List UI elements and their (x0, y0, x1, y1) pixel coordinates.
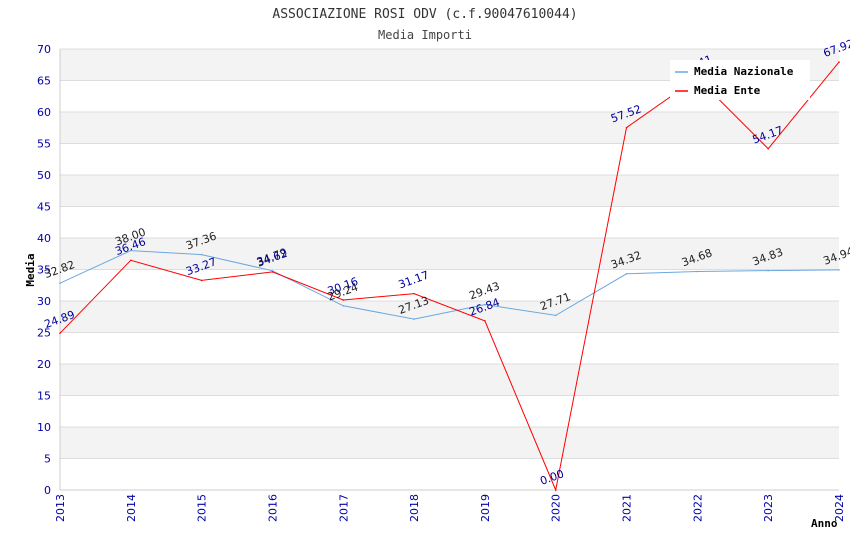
data-point-media-ente (838, 61, 840, 63)
y-tick-label: 70 (37, 43, 51, 56)
data-point-media-nazionale (342, 304, 345, 307)
x-tick-label: 2015 (196, 494, 209, 522)
legend-label-media-nazionale: Media Nazionale (694, 65, 794, 78)
y-tick-label: 60 (37, 106, 51, 119)
y-tick-label: 25 (37, 327, 51, 340)
data-label-media-ente: 0.00 (538, 467, 565, 488)
x-tick-labels: 2013 2014 2015 2016 2017 2018 2019 2020 2021 2022… (54, 494, 846, 522)
data-point-media-ente (200, 279, 203, 282)
grid-lines (60, 48, 839, 491)
y-tick-label: 30 (37, 295, 51, 308)
data-point-media-ente (413, 292, 415, 295)
x-tick-label: 2017 (337, 494, 350, 522)
data-point-media-nazionale (413, 318, 415, 320)
x-tick-label: 2013 (54, 494, 67, 522)
y-tick-label: 65 (37, 75, 51, 88)
data-point-media-nazionale (554, 314, 557, 317)
data-point-media-nazionale (200, 253, 203, 256)
y-tick-label: 50 (37, 169, 51, 182)
y-tick-label: 20 (37, 358, 51, 371)
data-point-media-ente (130, 259, 132, 262)
y-tick-labels: 0 5 10 15 20 25 30 35 40 45 50 55 60 65 70 (37, 43, 51, 497)
y-tick-label: 5 (44, 453, 51, 466)
legend-box (670, 60, 810, 100)
data-point-media-ente (59, 332, 61, 334)
chart-title: ASSOCIAZIONE ROSI ODV (c.f.90047610044) (272, 7, 577, 22)
data-point-media-nazionale (767, 269, 769, 272)
x-tick-label: 2023 (762, 494, 775, 522)
x-tick-label: 2019 (479, 494, 492, 522)
data-point-media-ente (554, 489, 557, 491)
x-tick-label: 2014 (125, 494, 138, 522)
x-tick-label: 2018 (408, 494, 421, 522)
data-point-media-nazionale (484, 303, 486, 306)
x-tick-label: 2022 (691, 494, 704, 522)
data-point-media-nazionale (625, 272, 628, 275)
x-tick-label: 2021 (621, 494, 634, 522)
data-label-media-ente: 31.17 (397, 268, 431, 291)
data-point-media-nazionale (696, 270, 699, 273)
grid-band (60, 301, 839, 333)
data-point-media-nazionale (59, 282, 61, 285)
grid-band (60, 112, 839, 144)
legend: Media Nazionale Media Ente (670, 60, 810, 100)
grid-band (60, 427, 839, 459)
data-point-media-ente (271, 271, 274, 273)
x-tick-label: 2020 (550, 494, 563, 522)
y-tick-label: 40 (37, 232, 51, 245)
grid-band (60, 364, 839, 396)
y-tick-label: 55 (37, 138, 51, 151)
data-point-media-nazionale (130, 249, 132, 252)
x-tick-label: 2024 (833, 494, 846, 522)
x-axis-label: Anno (811, 517, 838, 530)
axes (59, 49, 839, 491)
y-axis-label: Media (24, 253, 37, 286)
y-tick-label: 10 (37, 421, 51, 434)
y-tick-label: 0 (44, 484, 51, 497)
grid-bands (60, 49, 839, 459)
data-point-media-ente (484, 320, 486, 322)
chart-subtitle: Media Importi (378, 28, 472, 42)
data-point-media-ente (767, 147, 769, 150)
grid-band (60, 238, 839, 270)
data-point-media-nazionale (838, 269, 840, 271)
data-point-media-ente (342, 299, 345, 301)
legend-label-media-ente: Media Ente (694, 84, 761, 97)
y-tick-label: 45 (37, 201, 51, 214)
series-line-media-nazionale (59, 250, 840, 320)
y-tick-label: 35 (37, 264, 51, 277)
y-tick-label: 15 (37, 390, 51, 403)
x-tick-label: 2016 (266, 494, 279, 522)
data-point-media-ente (625, 126, 628, 129)
grid-band (60, 175, 839, 207)
